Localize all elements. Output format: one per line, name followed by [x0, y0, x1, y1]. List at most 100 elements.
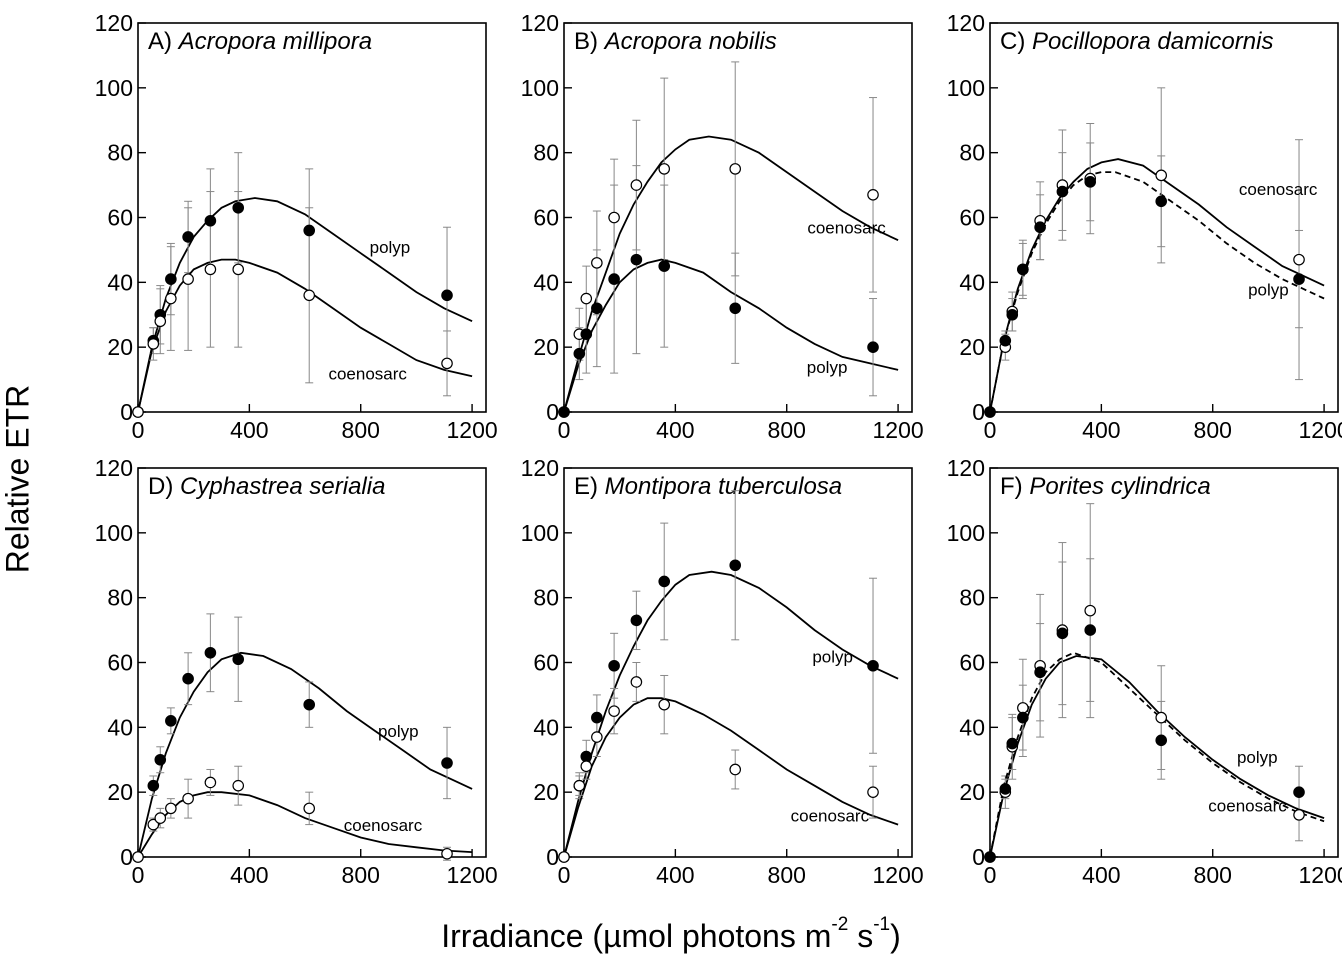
data-point-polyp — [1034, 221, 1046, 234]
panel-species: Pocillopora damicornis — [1032, 28, 1273, 55]
panel-letter: C) — [1000, 28, 1032, 55]
fit-curve-polyp — [137, 651, 473, 858]
x-tick-label: 400 — [656, 417, 694, 443]
x-tick-label: 0 — [984, 417, 997, 443]
y-tick-label: 100 — [95, 75, 133, 101]
data-point-polyp — [580, 328, 593, 340]
data-point-polyp — [608, 273, 620, 285]
data-point-polyp — [580, 750, 593, 763]
series-annotation: polyp — [370, 238, 411, 257]
y-tick-label: 80 — [959, 140, 985, 166]
x-tick-label: 800 — [342, 417, 380, 443]
data-point-coenosarc — [303, 289, 316, 302]
y-tick-label: 20 — [959, 334, 985, 360]
data-point-coenosarc — [1155, 711, 1168, 724]
panel-title: C) Pocillopora damicornis — [1000, 28, 1273, 55]
data-point-coenosarc — [867, 786, 879, 798]
y-tick-label: 40 — [959, 269, 985, 295]
data-point-coenosarc — [608, 705, 620, 717]
data-point-coenosarc — [608, 211, 620, 224]
y-tick-label: 20 — [107, 779, 133, 805]
x-axis-label-sup2: -1 — [873, 914, 891, 935]
panel-title: E) Montipora tuberculosa — [574, 473, 842, 500]
data-point-polyp — [630, 614, 643, 627]
data-point-polyp — [303, 698, 316, 711]
data-point-polyp — [729, 559, 742, 572]
data-point-polyp — [232, 201, 245, 214]
panel-letter: A) — [148, 28, 179, 55]
x-tick-label: 800 — [1194, 862, 1232, 888]
data-point-coenosarc — [729, 763, 742, 776]
data-point-coenosarc — [630, 179, 643, 191]
data-point-polyp — [999, 783, 1012, 795]
data-point-polyp — [1084, 624, 1097, 636]
fit-curve-coenosarc — [989, 158, 1325, 413]
x-tick-label: 400 — [1082, 862, 1120, 888]
data-point-polyp — [999, 334, 1012, 347]
data-point-coenosarc — [1293, 253, 1305, 266]
y-tick-label: 60 — [959, 205, 985, 231]
fit-curve-coenosarc — [563, 697, 899, 858]
fit-curve-coenosarc — [989, 655, 1325, 858]
y-tick-label: 60 — [533, 650, 559, 676]
y-tick-label: 0 — [972, 399, 985, 425]
y-tick-label: 60 — [107, 650, 133, 676]
data-point-polyp — [165, 715, 177, 727]
data-point-polyp — [630, 253, 643, 266]
series-annotation: coenosarc — [1239, 180, 1318, 199]
data-point-coenosarc — [558, 851, 570, 863]
y-tick-label: 100 — [947, 520, 985, 546]
series-annotation: polyp — [1248, 280, 1289, 299]
data-point-polyp — [1056, 627, 1069, 640]
data-point-coenosarc — [232, 263, 245, 276]
data-point-polyp — [1293, 273, 1305, 285]
fit-curve-coenosarc — [137, 258, 473, 413]
y-tick-label: 120 — [95, 455, 133, 481]
data-point-polyp — [1155, 195, 1168, 208]
y-tick-label: 40 — [959, 714, 985, 740]
x-tick-label: 1200 — [872, 417, 923, 443]
data-point-polyp — [1056, 185, 1069, 198]
data-point-polyp — [1155, 734, 1168, 747]
y-tick-label: 0 — [120, 844, 133, 870]
data-point-polyp — [441, 757, 453, 769]
y-tick-label: 80 — [533, 140, 559, 166]
panel-letter: D) — [148, 473, 180, 500]
data-point-polyp — [558, 406, 570, 418]
data-point-polyp — [1006, 737, 1019, 750]
x-axis-label-sup1: -2 — [831, 914, 849, 935]
series-annotation: coenosarc — [328, 365, 407, 384]
data-point-coenosarc — [658, 163, 671, 175]
panel-species: Acropora nobilis — [603, 28, 777, 55]
data-point-polyp — [591, 302, 603, 315]
y-tick-label: 20 — [959, 779, 985, 805]
y-tick-label: 100 — [521, 75, 559, 101]
data-point-polyp — [154, 753, 167, 766]
data-point-coenosarc — [154, 812, 167, 824]
data-point-polyp — [182, 231, 194, 243]
panel-species: Acropora millipora — [177, 28, 372, 55]
series-annotation: polyp — [1237, 748, 1278, 767]
y-tick-label: 0 — [546, 399, 559, 425]
data-point-polyp — [573, 347, 586, 360]
y-tick-label: 20 — [533, 334, 559, 360]
y-tick-label: 60 — [959, 650, 985, 676]
data-point-polyp — [1084, 176, 1097, 188]
data-point-coenosarc — [147, 338, 160, 350]
panel-title: D) Cyphastrea serialia — [148, 473, 385, 500]
y-tick-label: 80 — [107, 140, 133, 166]
data-point-coenosarc — [441, 357, 453, 370]
data-point-polyp — [867, 341, 879, 353]
series-annotation: coenosarc — [344, 816, 423, 835]
y-tick-label: 0 — [546, 844, 559, 870]
data-point-coenosarc — [867, 189, 879, 201]
data-point-polyp — [441, 289, 453, 302]
y-tick-label: 40 — [107, 714, 133, 740]
data-point-polyp — [608, 659, 620, 672]
data-point-coenosarc — [1084, 604, 1097, 617]
panel-letter: B) — [574, 28, 605, 55]
data-point-coenosarc — [580, 760, 593, 773]
